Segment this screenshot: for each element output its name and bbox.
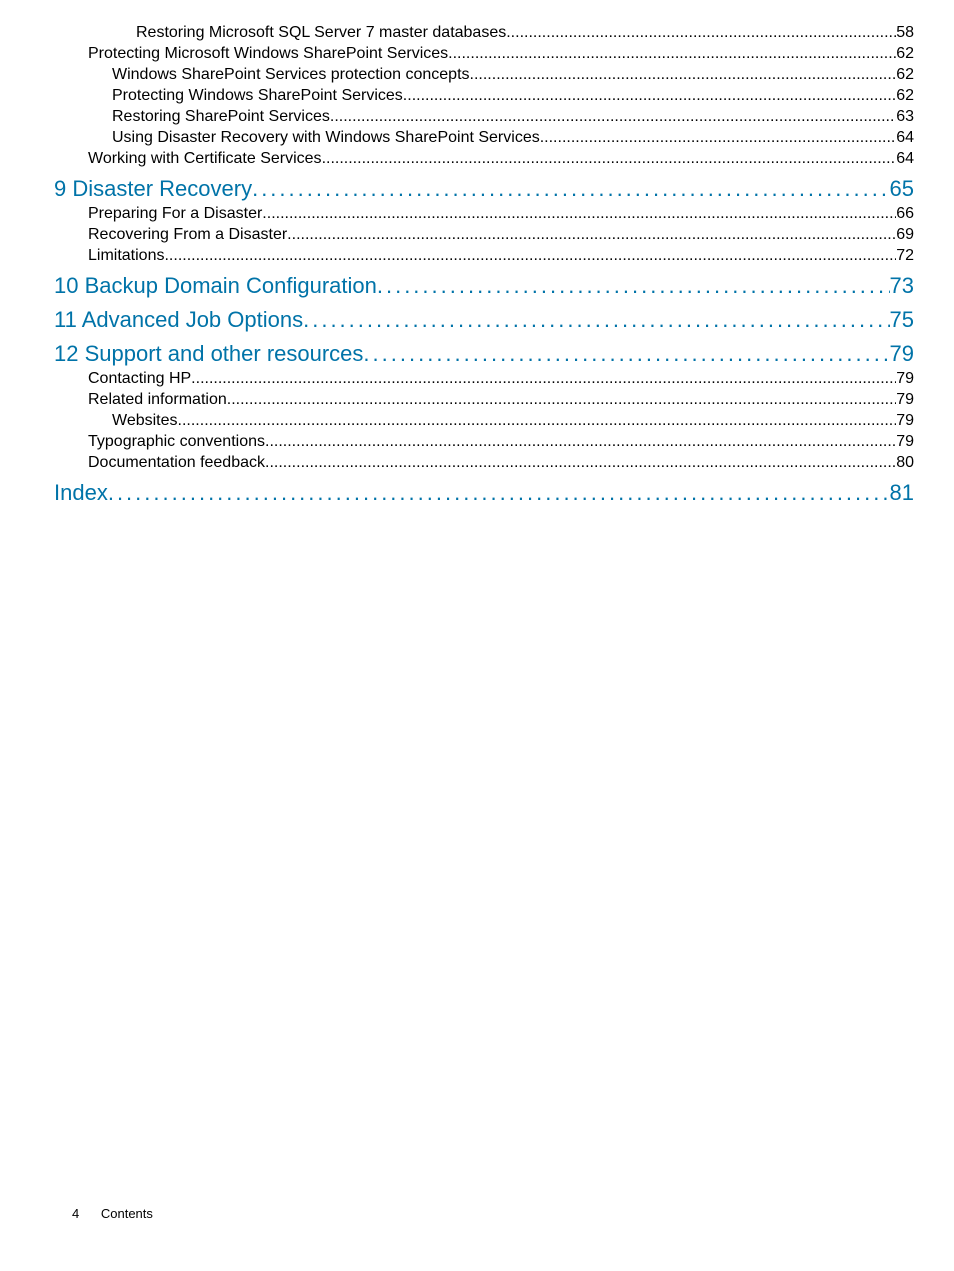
- toc-entry-title[interactable]: Documentation feedback: [88, 452, 265, 473]
- toc-chapter-row: Index...................................…: [40, 479, 914, 507]
- toc-page-number[interactable]: 81: [890, 479, 914, 507]
- toc-chapter-title[interactable]: 11 Advanced Job Options: [54, 306, 303, 334]
- toc-entry-title[interactable]: Contacting HP: [88, 368, 191, 389]
- toc-page-number[interactable]: 80: [896, 452, 914, 473]
- toc-page-number[interactable]: 62: [896, 64, 914, 85]
- toc-leader-dots: ........................................…: [403, 85, 896, 106]
- toc-leader-dots: ........................................…: [265, 452, 896, 473]
- toc-entry-row: Protecting Windows SharePoint Services .…: [40, 85, 914, 106]
- toc-entry-title[interactable]: Limitations: [88, 245, 164, 266]
- toc-leader-dots: ........................................…: [377, 272, 890, 300]
- toc-entry-title[interactable]: Recovering From a Disaster: [88, 224, 287, 245]
- toc-leader-dots: ........................................…: [265, 431, 896, 452]
- toc-entry-row: Recovering From a Disaster..............…: [40, 224, 914, 245]
- toc-leader-dots: ........................................…: [252, 175, 889, 203]
- toc-entry-title[interactable]: Typographic conventions: [88, 431, 265, 452]
- toc-entry-row: Windows SharePoint Services protection c…: [40, 64, 914, 85]
- toc-entry-row: Restoring Microsoft SQL Server 7 master …: [40, 22, 914, 43]
- toc-leader-dots: ........................................…: [227, 389, 896, 410]
- toc-page-number[interactable]: 79: [890, 340, 914, 368]
- toc-page-number[interactable]: 64: [896, 127, 914, 148]
- toc-page-number[interactable]: 69: [896, 224, 914, 245]
- toc-page-number[interactable]: 79: [896, 389, 914, 410]
- toc-entry-row: Typographic conventions.................…: [40, 431, 914, 452]
- toc-chapter-title[interactable]: 9 Disaster Recovery: [54, 175, 252, 203]
- toc-entry-title[interactable]: Restoring SharePoint Services: [112, 106, 330, 127]
- toc-leader-dots: ........................................…: [448, 43, 896, 64]
- toc-page-number[interactable]: 65: [890, 175, 914, 203]
- toc-page-number[interactable]: 62: [896, 85, 914, 106]
- toc-entry-row: Documentation feedback..................…: [40, 452, 914, 473]
- toc-entry-title[interactable]: Working with Certificate Services: [88, 148, 322, 169]
- toc-chapter-row: 12 Support and other resources..........…: [40, 340, 914, 368]
- toc-entry-title[interactable]: Restoring Microsoft SQL Server 7 master …: [136, 22, 506, 43]
- toc-leader-dots: ........................................…: [108, 479, 890, 507]
- toc-page-number[interactable]: 72: [896, 245, 914, 266]
- toc-entry-title[interactable]: Using Disaster Recovery with Windows Sha…: [112, 127, 540, 148]
- toc-page-number[interactable]: 64: [896, 148, 914, 169]
- toc-chapter-title[interactable]: 10 Backup Domain Configuration: [54, 272, 377, 300]
- toc-entry-title[interactable]: Protecting Windows SharePoint Services: [112, 85, 403, 106]
- toc-leader-dots: ........................................…: [178, 410, 897, 431]
- toc-page-number[interactable]: 79: [896, 410, 914, 431]
- toc-entry-title[interactable]: Protecting Microsoft Windows SharePoint …: [88, 43, 448, 64]
- table-of-contents: Restoring Microsoft SQL Server 7 master …: [40, 22, 914, 507]
- toc-chapter-title[interactable]: 12 Support and other resources: [54, 340, 363, 368]
- toc-page-number[interactable]: 75: [890, 306, 914, 334]
- toc-entry-title[interactable]: Related information: [88, 389, 227, 410]
- toc-leader-dots: ........................................…: [540, 127, 896, 148]
- toc-entry-row: Contacting HP...........................…: [40, 368, 914, 389]
- toc-leader-dots: ........................................…: [164, 245, 896, 266]
- toc-page-number[interactable]: 66: [896, 203, 914, 224]
- toc-page-number[interactable]: 62: [896, 43, 914, 64]
- toc-chapter-row: 10 Backup Domain Configuration .........…: [40, 272, 914, 300]
- toc-page-number[interactable]: 79: [896, 368, 914, 389]
- toc-page-number[interactable]: 58: [896, 22, 914, 43]
- toc-entry-row: Working with Certificate Services.......…: [40, 148, 914, 169]
- toc-entry-row: Using Disaster Recovery with Windows Sha…: [40, 127, 914, 148]
- toc-leader-dots: ........................................…: [506, 22, 896, 43]
- toc-entry-row: Related information.....................…: [40, 389, 914, 410]
- toc-entry-title[interactable]: Windows SharePoint Services protection c…: [112, 64, 470, 85]
- page-footer: 4 Contents: [72, 1206, 153, 1221]
- toc-leader-dots: ........................................…: [303, 306, 889, 334]
- toc-entry-row: Limitations.............................…: [40, 245, 914, 266]
- footer-page-number: 4: [72, 1206, 79, 1221]
- toc-leader-dots: ........................................…: [287, 224, 896, 245]
- toc-entry-row: Preparing For a Disaster................…: [40, 203, 914, 224]
- toc-entry-row: Websites................................…: [40, 410, 914, 431]
- toc-page-number[interactable]: 73: [890, 272, 914, 300]
- footer-label: Contents: [101, 1206, 153, 1221]
- toc-entry-title[interactable]: Websites: [112, 410, 178, 431]
- page: Restoring Microsoft SQL Server 7 master …: [0, 0, 954, 1271]
- toc-page-number[interactable]: 79: [896, 431, 914, 452]
- toc-leader-dots: ........................................…: [363, 340, 889, 368]
- toc-chapter-title[interactable]: Index: [54, 479, 108, 507]
- toc-entry-row: Protecting Microsoft Windows SharePoint …: [40, 43, 914, 64]
- toc-leader-dots: ........................................…: [262, 203, 896, 224]
- toc-leader-dots: ........................................…: [470, 64, 897, 85]
- toc-leader-dots: ........................................…: [330, 106, 896, 127]
- toc-leader-dots: ........................................…: [322, 148, 897, 169]
- toc-entry-row: Restoring SharePoint Services...........…: [40, 106, 914, 127]
- toc-chapter-row: 11 Advanced Job Options.................…: [40, 306, 914, 334]
- toc-leader-dots: ........................................…: [191, 368, 896, 389]
- toc-page-number[interactable]: 63: [896, 106, 914, 127]
- toc-chapter-row: 9 Disaster Recovery.....................…: [40, 175, 914, 203]
- toc-entry-title[interactable]: Preparing For a Disaster: [88, 203, 262, 224]
